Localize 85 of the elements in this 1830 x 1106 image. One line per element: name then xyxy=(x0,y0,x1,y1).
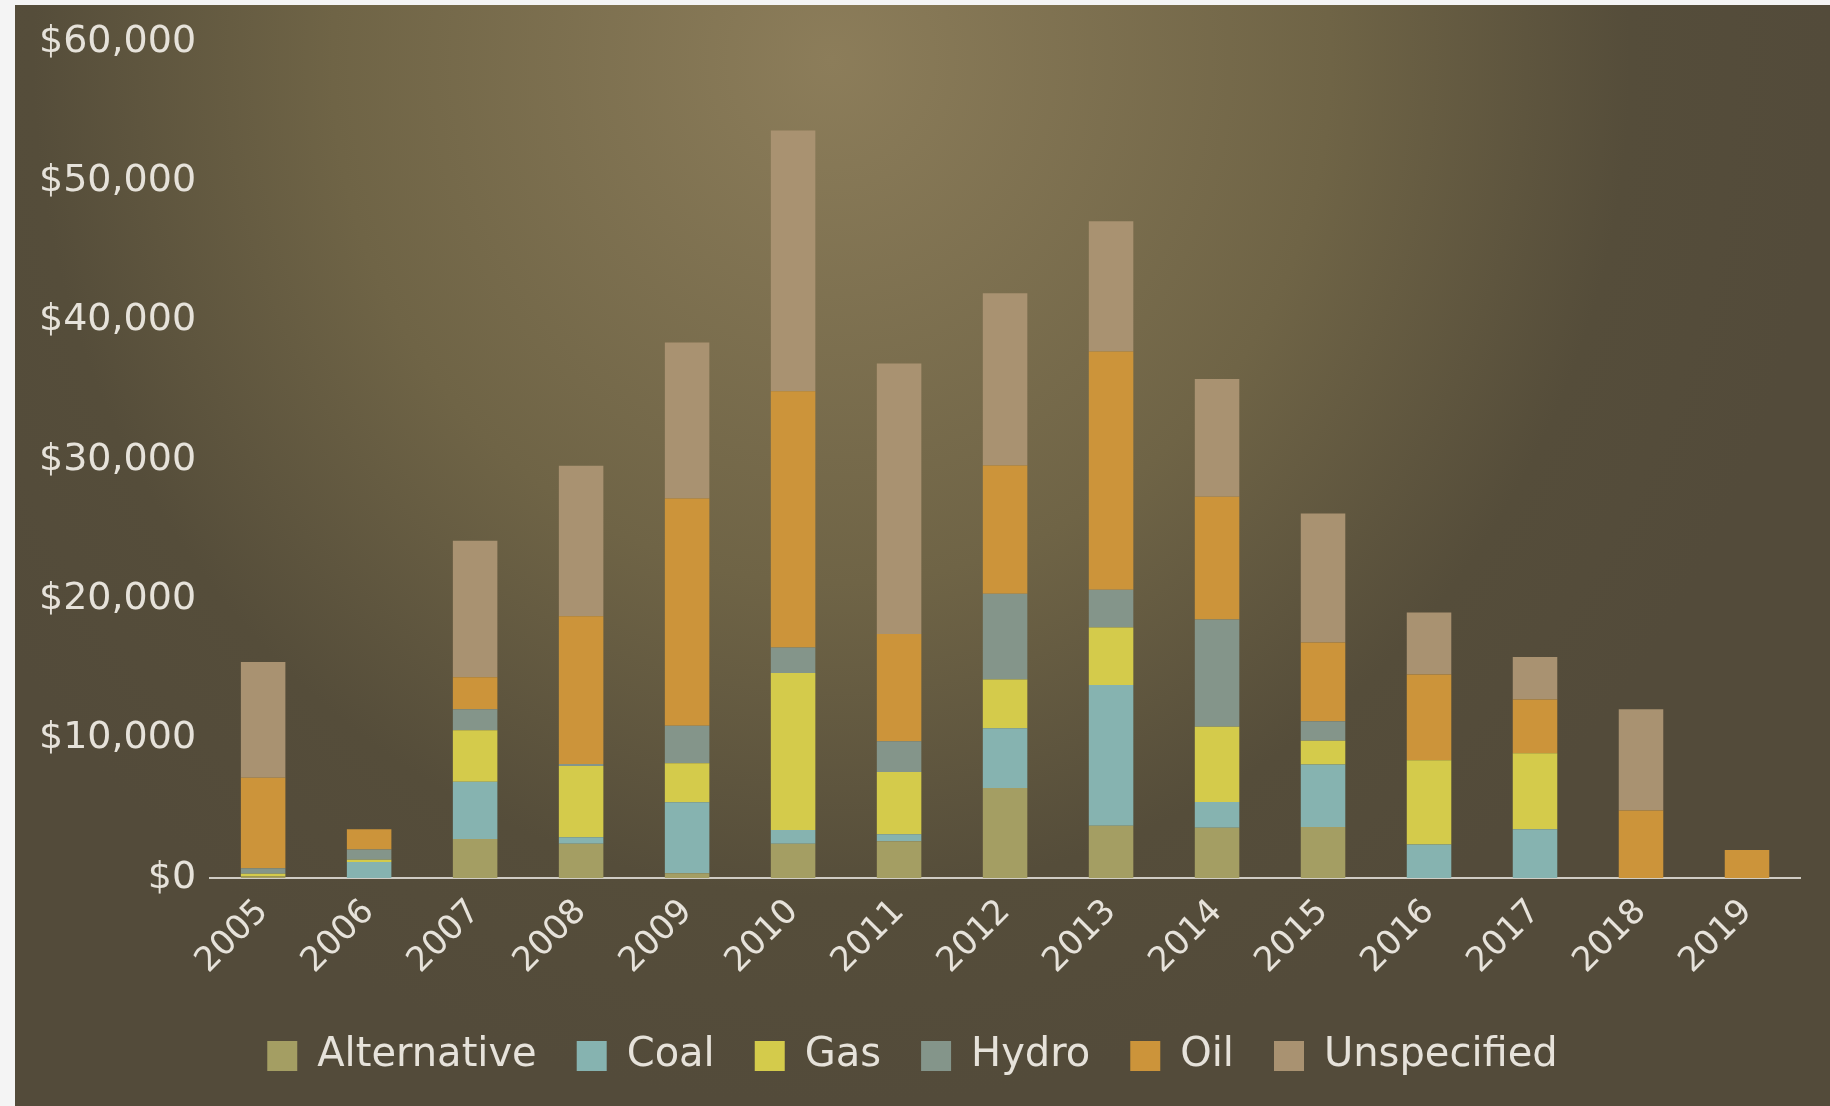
bar xyxy=(1406,674,1452,761)
y-tick-label: $20,000 xyxy=(39,574,197,619)
bar xyxy=(1406,612,1452,675)
bar xyxy=(982,728,1028,789)
bar xyxy=(876,771,922,835)
bar xyxy=(346,859,392,862)
bar xyxy=(1088,685,1134,826)
y-tick-label: $40,000 xyxy=(39,295,197,340)
bar xyxy=(1194,619,1240,727)
legend-label: Unspecified xyxy=(1323,1029,1558,1076)
bar xyxy=(876,363,922,634)
bar xyxy=(558,837,604,844)
bar xyxy=(346,849,392,860)
y-tick-label: $60,000 xyxy=(39,16,197,61)
bar xyxy=(346,829,392,850)
bar xyxy=(1088,589,1134,628)
bar xyxy=(452,838,498,878)
bar xyxy=(240,868,286,874)
bar xyxy=(876,741,922,772)
bar xyxy=(1300,764,1346,828)
bar xyxy=(664,873,710,878)
bar xyxy=(1724,850,1770,878)
bar xyxy=(452,730,498,782)
legend-label: Oil xyxy=(1180,1029,1234,1076)
bar xyxy=(664,763,710,803)
y-tick-label: $50,000 xyxy=(39,156,197,201)
bar xyxy=(558,766,604,838)
bar xyxy=(1300,513,1346,643)
bar xyxy=(1088,627,1134,686)
bar xyxy=(876,841,922,878)
bar xyxy=(770,130,816,392)
bar xyxy=(770,647,816,674)
bar xyxy=(770,673,816,830)
bar xyxy=(346,861,392,878)
legend-label: Hydro xyxy=(971,1029,1091,1076)
bar xyxy=(1088,825,1134,878)
bar xyxy=(1194,379,1240,497)
bar xyxy=(1194,496,1240,620)
bar xyxy=(558,843,604,878)
bar xyxy=(982,593,1028,680)
bar xyxy=(770,391,816,648)
bar xyxy=(1088,221,1134,352)
y-tick-label: $0 xyxy=(147,852,197,897)
bar xyxy=(240,661,286,778)
legend-label: Alternative xyxy=(317,1029,537,1076)
bar xyxy=(770,843,816,878)
bar xyxy=(982,788,1028,878)
y-tick-label: $30,000 xyxy=(39,434,197,479)
bar xyxy=(876,834,922,842)
bar xyxy=(1194,726,1240,803)
bar xyxy=(1300,721,1346,741)
bar xyxy=(558,763,604,767)
bar xyxy=(1194,827,1240,878)
bar xyxy=(1194,802,1240,828)
bar xyxy=(452,540,498,678)
legend-label: Gas xyxy=(804,1029,882,1076)
bar xyxy=(664,802,710,874)
bar xyxy=(1300,740,1346,765)
bar xyxy=(876,633,922,742)
bar xyxy=(558,465,604,617)
bar xyxy=(664,498,710,726)
bar xyxy=(1512,699,1558,754)
bar xyxy=(982,465,1028,594)
bar xyxy=(1300,827,1346,878)
bar xyxy=(1406,844,1452,878)
y-tick-label: $10,000 xyxy=(39,713,197,758)
bar xyxy=(452,709,498,731)
legend-label: Coal xyxy=(626,1029,715,1076)
bar xyxy=(1406,760,1452,845)
bar xyxy=(1512,753,1558,830)
bar xyxy=(1300,642,1346,722)
bar xyxy=(452,781,498,839)
bar xyxy=(1618,810,1664,878)
bar xyxy=(1512,657,1558,700)
bar xyxy=(982,293,1028,466)
bar xyxy=(664,725,710,764)
bar xyxy=(240,777,286,869)
bar xyxy=(770,829,816,844)
bar xyxy=(1088,351,1134,590)
bar xyxy=(1512,829,1558,878)
bar xyxy=(664,342,710,499)
bar xyxy=(558,616,604,764)
bar xyxy=(452,677,498,710)
bar xyxy=(1618,709,1664,811)
bar xyxy=(982,679,1028,729)
